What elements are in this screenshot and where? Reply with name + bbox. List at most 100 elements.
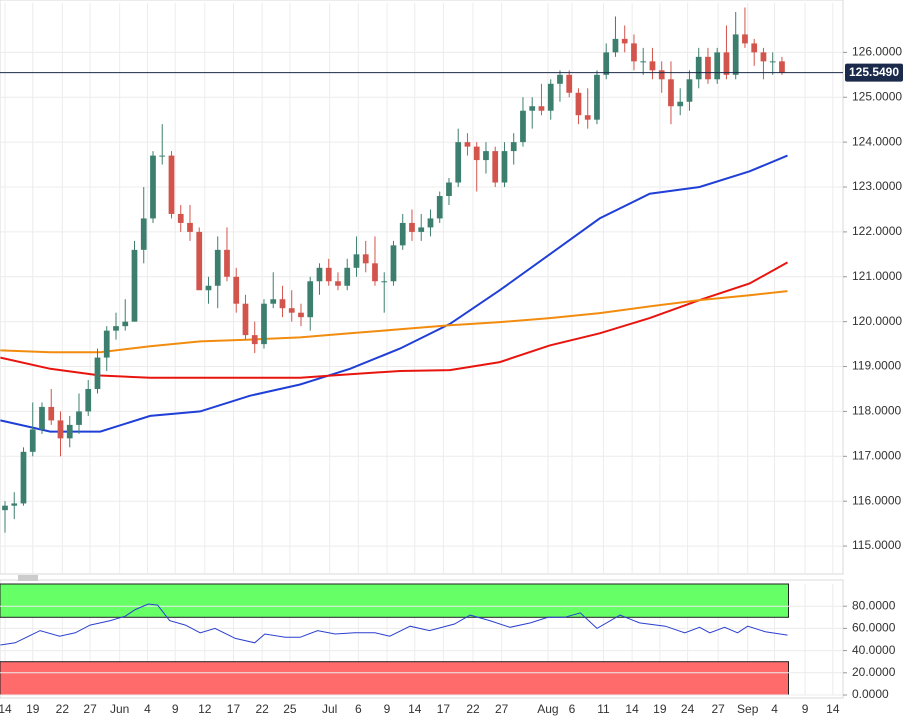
candle-body xyxy=(362,254,369,264)
candle-body xyxy=(205,285,212,291)
candle-body xyxy=(455,142,462,183)
candle-body xyxy=(113,326,119,331)
x-tick-label: 14 xyxy=(408,702,422,716)
candle-body xyxy=(612,38,619,53)
x-tick-label: 9 xyxy=(172,702,179,716)
y-tick-label: 125.0000 xyxy=(852,89,902,103)
candle-body xyxy=(150,155,156,219)
candle-body xyxy=(695,56,702,80)
candle-body xyxy=(131,249,138,322)
candle-body xyxy=(557,74,563,84)
candle-body xyxy=(483,151,489,161)
y-tick-label: 118.0000 xyxy=(852,404,901,418)
candle-body xyxy=(501,151,508,183)
y-tick-label: 115.0000 xyxy=(852,538,901,552)
candle-body xyxy=(399,222,406,246)
candle-body xyxy=(381,281,388,283)
candle-body xyxy=(723,52,730,75)
candle-body xyxy=(566,74,573,93)
candle-body xyxy=(251,335,258,345)
candle-body xyxy=(510,142,517,152)
candle-body xyxy=(594,74,600,120)
y-tick-label: 120.0000 xyxy=(852,314,902,328)
candle-body xyxy=(66,424,73,439)
x-tick-label: Jul xyxy=(322,702,337,716)
x-tick-label: 4 xyxy=(144,702,151,716)
x-tick-label: 19 xyxy=(26,702,40,716)
candle-body xyxy=(436,195,443,219)
candle-body xyxy=(224,249,230,277)
y-tick-label: 0.0000 xyxy=(852,687,889,701)
candle-body xyxy=(427,218,434,228)
candle-body xyxy=(159,155,166,157)
x-tick-label: 17 xyxy=(437,702,451,716)
candle-body xyxy=(261,303,267,345)
candle-body xyxy=(187,222,193,232)
last-price-tag xyxy=(845,63,903,82)
price-panel xyxy=(0,0,844,575)
candle-body xyxy=(658,70,665,80)
x-tick-label: 27 xyxy=(711,702,725,716)
candle-body xyxy=(344,267,351,286)
x-tick-label: 14 xyxy=(826,702,840,716)
x-tick-label: 14 xyxy=(625,702,639,716)
candle-body xyxy=(242,303,249,336)
candle-body xyxy=(520,110,526,143)
candle-body xyxy=(214,249,221,286)
x-tick-label: 6 xyxy=(355,702,362,716)
candle-body xyxy=(390,245,397,282)
x-tick-label: 27 xyxy=(83,702,97,716)
candle-body xyxy=(751,43,758,53)
candle-body xyxy=(353,254,360,268)
x-tick-label: Jun xyxy=(110,702,129,716)
candle-body xyxy=(547,83,554,111)
candle-body xyxy=(732,34,739,75)
x-tick-label: 27 xyxy=(495,702,509,716)
y-tick-label: 123.0000 xyxy=(852,179,902,193)
candle-body xyxy=(316,267,323,282)
y-tick-label: 80.0000 xyxy=(852,598,896,612)
x-tick-label: Sep xyxy=(737,702,759,716)
y-tick-label: 122.0000 xyxy=(852,224,902,238)
candle-body xyxy=(103,330,110,358)
moving-average-line xyxy=(0,154,788,433)
candle-body xyxy=(298,312,304,318)
candle-body xyxy=(76,411,82,425)
candle-body xyxy=(335,281,341,286)
x-tick-label: 14 xyxy=(0,702,12,716)
x-tick-label: 22 xyxy=(466,702,480,716)
candle-body xyxy=(446,182,452,196)
candle-body xyxy=(640,61,647,63)
x-tick-label: 19 xyxy=(653,702,667,716)
x-tick-label: Aug xyxy=(537,702,558,716)
candle-body xyxy=(529,106,536,111)
candle-body xyxy=(270,299,277,304)
y-tick-label: 124.0000 xyxy=(852,134,902,148)
candle-body xyxy=(686,79,693,102)
y-tick-label: 121.0000 xyxy=(852,269,902,283)
candle-body xyxy=(603,52,610,75)
y-tick-label: 40.0000 xyxy=(852,643,896,657)
candle-body xyxy=(279,299,286,309)
candle-body xyxy=(140,218,147,250)
candle-body xyxy=(769,61,776,63)
candle-body xyxy=(473,146,480,161)
candle-body xyxy=(649,61,656,71)
candle-body xyxy=(168,155,175,214)
candle-body xyxy=(39,406,45,430)
candle-body xyxy=(177,213,184,223)
candle-body xyxy=(11,503,18,506)
candle-body xyxy=(29,429,36,452)
candle-body xyxy=(372,263,378,282)
x-tick-label: 4 xyxy=(771,702,778,716)
candle-body xyxy=(325,267,332,282)
y-tick-label: 60.0000 xyxy=(852,621,896,635)
candle-body xyxy=(409,222,415,232)
y-tick-label: 20.0000 xyxy=(852,665,896,679)
candle-body xyxy=(621,38,628,44)
candle-body xyxy=(48,406,55,421)
overbought-zone xyxy=(0,583,790,618)
panel-handle[interactable] xyxy=(18,575,38,581)
